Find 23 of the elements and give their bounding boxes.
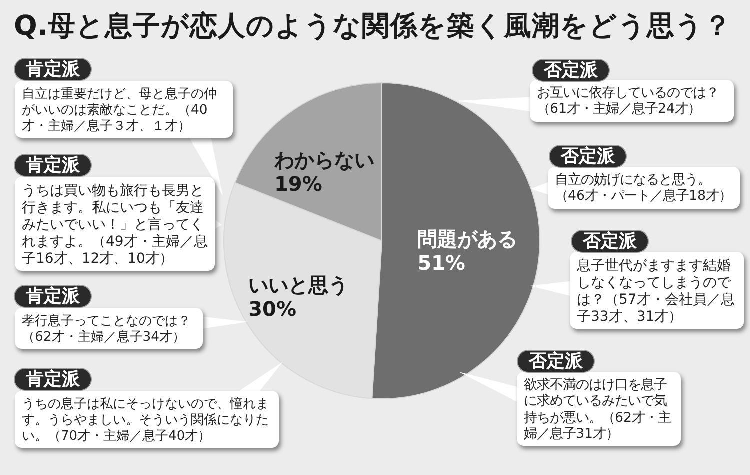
text: 欲求不満のはけ口を息子に求めているみたいで気持ちが悪い。（62才・主婦／息子31才） bbox=[517, 372, 681, 446]
text: 肯定派 bbox=[15, 155, 91, 176]
text: 否定派 bbox=[518, 351, 594, 372]
data-label: 19% bbox=[274, 172, 322, 196]
chart-title: Q.母と息子が恋人のような関係を築く風潮をどう思う？ bbox=[14, 9, 732, 43]
text: うちは買い物も旅行も長男と行きます。私にいつも「友達みたいでいい！」と言ってくれますよ。（49才・主婦／息子16才、12才、10才） bbox=[15, 177, 215, 272]
text: うちの息子は私にそっけないので、憧れます。うらやましい。そういう関係になりたい。（70才・主婦／息子40才） bbox=[15, 391, 279, 448]
text: 否定派 bbox=[533, 60, 609, 81]
slice-label: いいと思う bbox=[248, 273, 349, 298]
slice-label: わからない bbox=[273, 148, 374, 172]
text: 自立の妨げになると思う。（46才・パート／息子18才） bbox=[548, 167, 740, 209]
text: お互いに依存しているのでは？（61才・主婦／息子24才） bbox=[530, 80, 734, 122]
data-label: 30% bbox=[248, 297, 296, 322]
text: 否定派 bbox=[550, 146, 626, 167]
text: 否定派 bbox=[572, 231, 648, 252]
text: 孝行息子ってことなのでは？（62才・主婦／息子34才） bbox=[15, 308, 203, 350]
text: 肯定派 bbox=[15, 369, 91, 390]
text: 息子世代がますます結婚しなくなってしまうのでは？（57才・会社員／息子33才、31才） bbox=[570, 252, 744, 330]
data-label: 51% bbox=[418, 250, 466, 275]
text: 肯定派 bbox=[15, 59, 91, 80]
text: 自立は重要だけど、母と息子の仲がいいのは素敵なことだ。（40才・主婦／息子３才、１才） bbox=[15, 81, 233, 138]
text: 肯定派 bbox=[15, 286, 91, 307]
slice-label: 問題がある bbox=[418, 226, 518, 251]
